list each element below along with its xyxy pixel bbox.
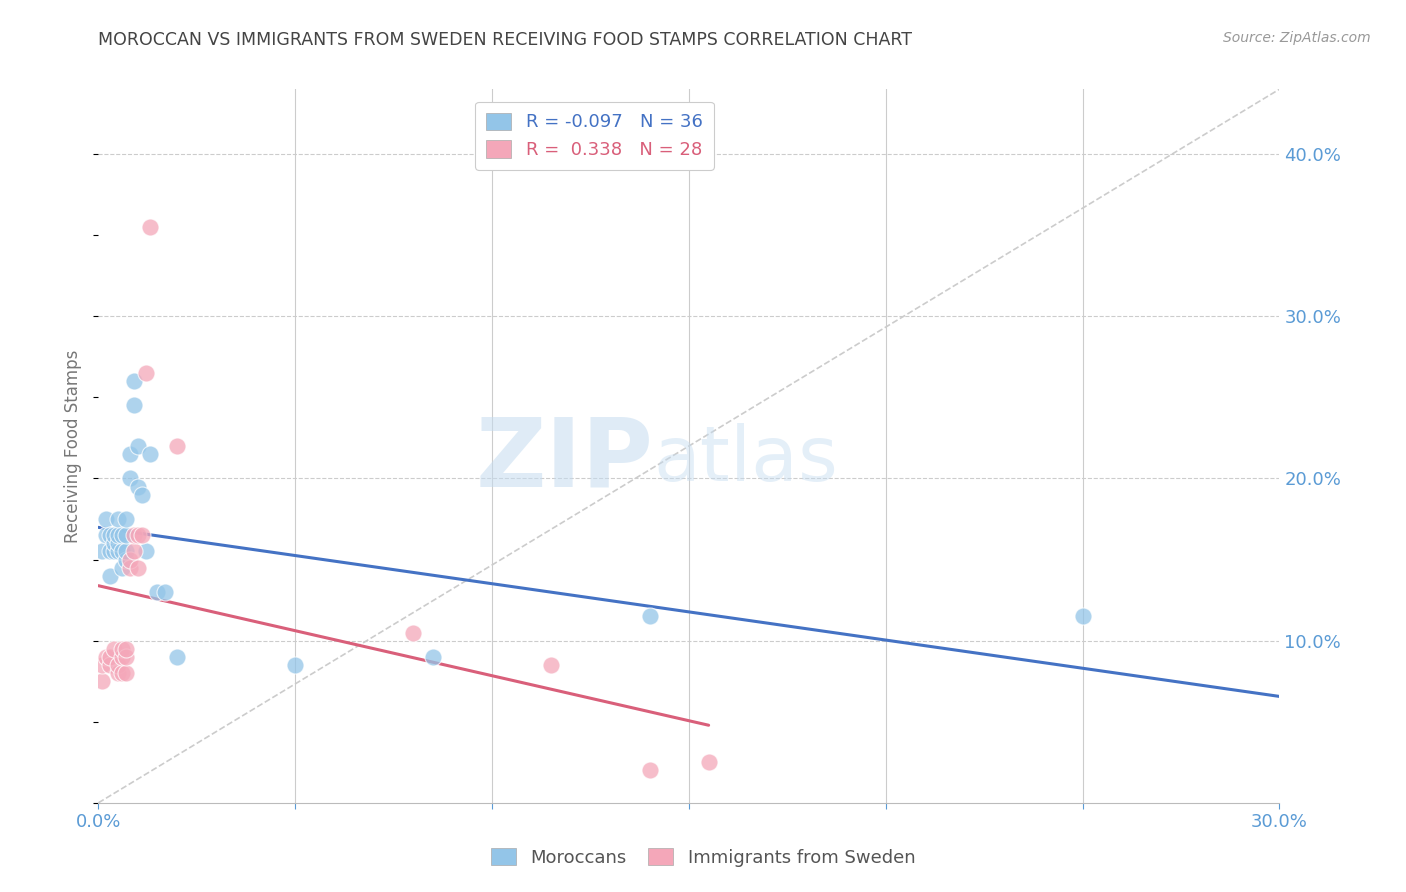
Point — [98, 649, 121, 664]
Point — [115, 666, 138, 681]
Point — [122, 528, 145, 542]
Point — [118, 447, 141, 461]
Point — [111, 544, 134, 558]
Point — [96, 528, 118, 542]
Point — [284, 657, 307, 672]
Point — [98, 544, 121, 558]
Point — [127, 528, 149, 542]
Point — [115, 649, 138, 664]
Point — [107, 666, 129, 681]
Point — [166, 439, 188, 453]
Point — [135, 544, 157, 558]
Point — [103, 641, 125, 656]
Point — [96, 649, 118, 664]
Point — [111, 666, 134, 681]
Point — [91, 674, 114, 689]
Point — [98, 528, 121, 542]
Point — [111, 649, 134, 664]
Point — [638, 764, 661, 778]
Y-axis label: Receiving Food Stamps: Receiving Food Stamps — [65, 350, 83, 542]
Point — [111, 641, 134, 656]
Text: atlas: atlas — [654, 424, 838, 497]
Point — [107, 544, 129, 558]
Point — [422, 649, 444, 664]
Point — [127, 479, 149, 493]
Point — [131, 488, 153, 502]
Point — [135, 366, 157, 380]
Legend: Moroccans, Immigrants from Sweden: Moroccans, Immigrants from Sweden — [484, 841, 922, 874]
Text: MOROCCAN VS IMMIGRANTS FROM SWEDEN RECEIVING FOOD STAMPS CORRELATION CHART: MOROCCAN VS IMMIGRANTS FROM SWEDEN RECEI… — [98, 31, 912, 49]
Point — [115, 552, 138, 566]
Point — [115, 544, 138, 558]
Point — [115, 528, 138, 542]
Point — [127, 439, 149, 453]
Legend: R = -0.097   N = 36, R =  0.338   N = 28: R = -0.097 N = 36, R = 0.338 N = 28 — [475, 102, 714, 170]
Point — [138, 447, 160, 461]
Point — [96, 512, 118, 526]
Point — [402, 625, 425, 640]
Point — [638, 609, 661, 624]
Point — [131, 528, 153, 542]
Point — [98, 568, 121, 582]
Point — [98, 657, 121, 672]
Point — [111, 560, 134, 574]
Point — [103, 536, 125, 550]
Point — [115, 512, 138, 526]
Point — [155, 585, 177, 599]
Point — [118, 560, 141, 574]
Point — [540, 657, 562, 672]
Text: ZIP: ZIP — [475, 414, 654, 507]
Point — [115, 641, 138, 656]
Point — [107, 536, 129, 550]
Point — [697, 756, 720, 770]
Point — [1071, 609, 1094, 624]
Point — [103, 544, 125, 558]
Point — [118, 552, 141, 566]
Point — [107, 512, 129, 526]
Point — [122, 374, 145, 388]
Point — [91, 544, 114, 558]
Point — [107, 528, 129, 542]
Point — [111, 528, 134, 542]
Point — [138, 220, 160, 235]
Point — [91, 657, 114, 672]
Point — [103, 528, 125, 542]
Point — [127, 560, 149, 574]
Point — [118, 471, 141, 485]
Text: Source: ZipAtlas.com: Source: ZipAtlas.com — [1223, 31, 1371, 45]
Point — [166, 649, 188, 664]
Point — [146, 585, 169, 599]
Point — [107, 657, 129, 672]
Point — [122, 399, 145, 413]
Point — [122, 544, 145, 558]
